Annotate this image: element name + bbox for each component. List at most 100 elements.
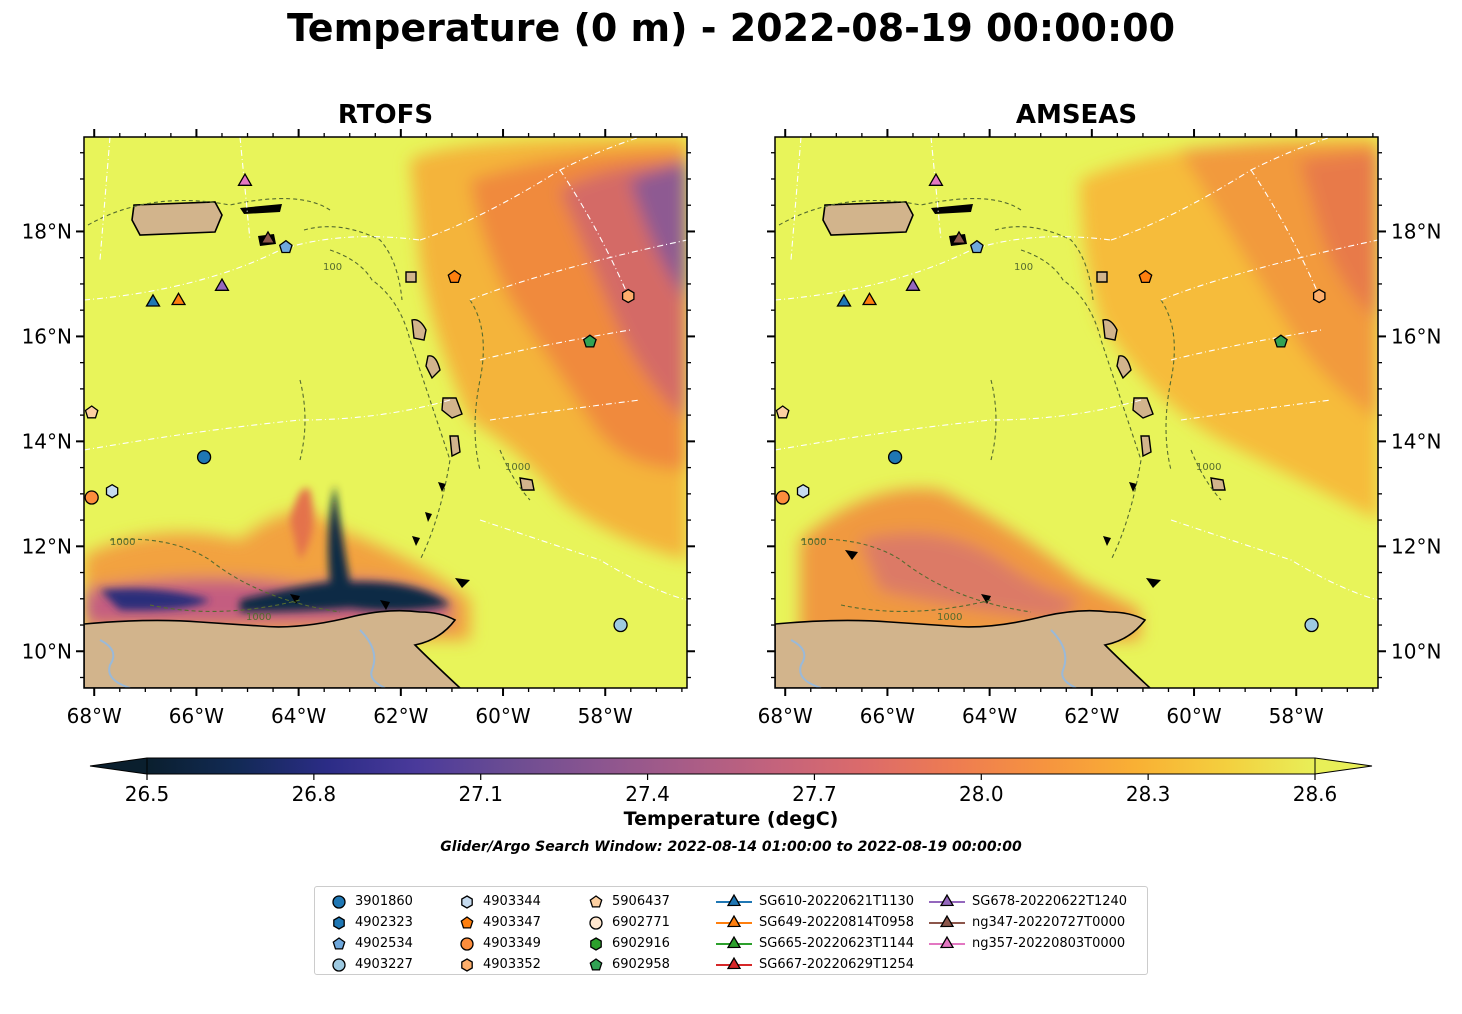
marker-4903349 [84,490,99,505]
map-frame-amseas [774,136,1379,689]
marker-SG678-20220622T1240 [905,277,921,291]
panel-title-rtofs: RTOFS [337,100,434,130]
legend-marker-icon [589,916,603,930]
lon-tick-label: 58°W [578,704,633,728]
legend-label: ng357-20220803T0000 [972,936,1126,951]
lon-tick-label: 60°W [1166,704,1221,728]
marker-SG610-20220621T1130 [145,293,161,307]
colorbar-ticks: 26.5 26.8 27.1 27.4 27.7 28.0 28.3 28.6 [125,774,1337,806]
legend-label: 4903344 [483,894,541,909]
marker-ng347-20220727T0000 [260,230,276,244]
lon-tick-label: 58°W [1269,704,1324,728]
legend-label: 5906437 [612,894,670,909]
legend-label: SG678-20220622T1240 [972,894,1128,909]
marker-SG649-20220814T0958 [861,291,878,306]
lon-tick-label: 64°W [271,704,326,728]
marker-6902958 [1273,334,1288,348]
legend-marker-icon [461,895,473,909]
colorbar: 26.5 26.8 27.1 27.4 27.7 28.0 28.3 28.6 [89,757,1373,806]
legend-label: SG610-20220621T1130 [759,894,915,909]
lat-tick-label: 14°N [1391,429,1441,453]
legend-label: 3901860 [355,894,413,909]
lat-tick-label: 10°N [1391,639,1441,663]
contour-value-labels: 1000 1000 100 1000 [110,262,530,623]
marker-4903227 [1304,617,1319,633]
legend-marker-icon [332,958,346,972]
marker-3901860 [887,449,903,465]
search-window-caption: Glider/Argo Search Window: 2022-08-14 01… [440,839,1022,855]
contour-label-1000: 1000 [801,537,826,548]
eez-boundaries [84,137,687,601]
contour-label-1000: 1000 [937,612,962,623]
legend: 3901860 4902323 4902534 4903227 4903344 49033… [314,886,1148,975]
legend-marker-icon [726,935,742,949]
rtofs-map: 1000 1000 100 1000 [84,137,687,688]
legend-marker-icon [939,893,955,907]
lon-tick-label: 62°W [373,704,428,728]
marker-4902534 [969,239,984,254]
legend-marker-icon [332,895,346,909]
lat-tick-label: 12°N [22,534,72,558]
contour-label-100: 100 [323,262,342,273]
colorbar-tick-label: 28.3 [1126,782,1171,806]
legend-marker-icon [939,914,955,928]
amseas-map: 1000 1000 100 1000 [775,137,1378,688]
figure-title: Temperature (0 m) - 2022-08-19 00:00:00 [286,6,1176,50]
marker-4903344 [105,483,119,499]
bathymetry-contours [778,198,1222,613]
colorbar-extend-low [90,758,147,774]
legend-label: 6902771 [612,915,670,930]
land-masses [775,201,1226,688]
marker-5906437 [775,405,790,419]
legend-marker-icon [460,916,474,929]
legend-marker-icon [939,935,955,949]
marker-SG678-20220622T1240 [214,277,230,291]
lat-tick-label: 18°N [22,219,72,243]
colorbar-label: Temperature (degC) [623,808,839,830]
lat-tick-label: 18°N [1391,219,1441,243]
marker-4903227 [613,617,628,633]
cold-upwelling-field [100,485,450,612]
lat-tick-label: 10°N [22,639,72,663]
legend-marker-icon [461,958,473,972]
legend-marker-icon [590,937,602,951]
lat-tick-label: 16°N [22,324,72,348]
observation-markers-amseas [775,172,1326,633]
contour-label-1000: 1000 [110,537,135,548]
colorbar-extend-high [1315,758,1372,774]
marker-3901860 [196,449,212,465]
legend-label: 4903227 [355,957,413,972]
marker-4903347 [1138,269,1153,284]
lon-tick-label: 68°W [67,704,122,728]
eez-boundaries [775,137,1378,601]
map-frame-rtofs [83,136,688,689]
contour-label-100: 100 [1014,262,1033,273]
lat-tick-label: 14°N [22,429,72,453]
marker-ng357-20220803T0000 [237,172,253,186]
colorbar-tick-label: 27.1 [458,782,503,806]
marker-4903352 [621,288,635,304]
colorbar-gradient [147,758,1315,774]
marker-ng347-20220727T0000 [951,230,967,244]
legend-marker-icon [589,895,603,908]
lon-tick-label: 60°W [475,704,530,728]
marker-SG649-20220814T0958 [170,291,187,306]
marker-4903347 [447,269,462,284]
lon-tick-label: 62°W [1064,704,1119,728]
legend-label: ng347-20220727T0000 [972,915,1126,930]
legend-label: 6902916 [612,936,670,951]
legend-marker-icon [726,914,742,928]
lon-tick-label: 64°W [962,704,1017,728]
legend-label: SG667-20220629T1254 [759,957,915,972]
observation-markers-rtofs [84,172,635,633]
colorbar-tick-label: 28.0 [959,782,1004,806]
lon-tick-label: 66°W [169,704,224,728]
rivers [790,629,1077,688]
legend-label: 4902534 [355,936,413,951]
axis-ticks-rtofs: 68°W 66°W 64°W 62°W 60°W 58°W 10°N 12°N 14°N 16°N… [22,129,695,728]
legend-label: 4902323 [355,915,413,930]
marker-5906437 [84,405,99,419]
lat-tick-label: 16°N [1391,324,1441,348]
legend-label: 4903349 [483,936,541,951]
legend-label: 6902958 [612,957,670,972]
